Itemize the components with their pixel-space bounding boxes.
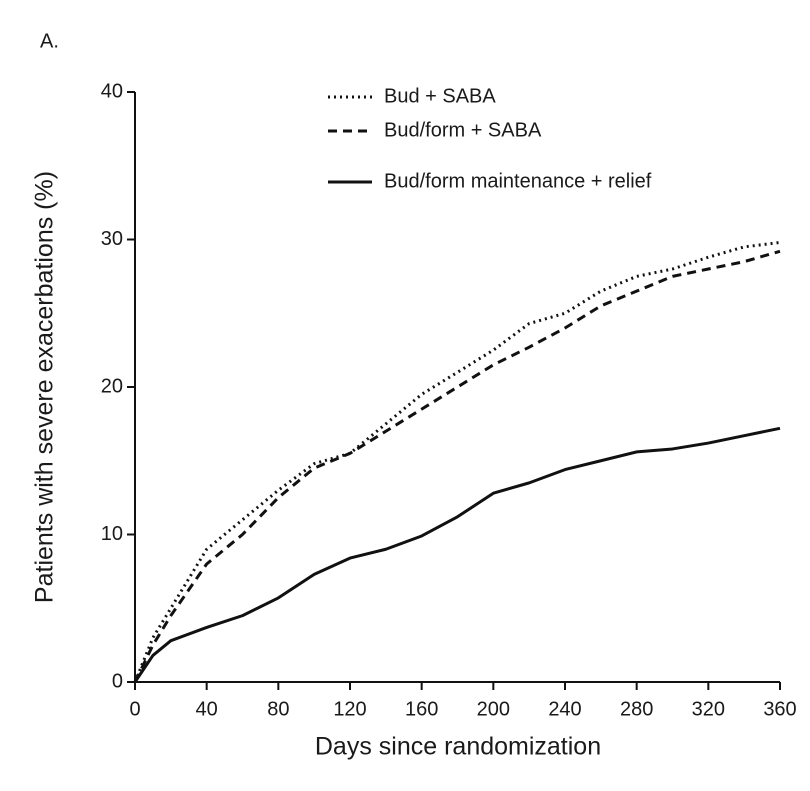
x-tick-label: 40 <box>196 698 218 720</box>
x-tick-label: 160 <box>405 698 438 720</box>
y-tick-label: 10 <box>101 523 123 545</box>
y-tick-label: 30 <box>101 228 123 250</box>
y-tick-label: 0 <box>112 670 123 692</box>
y-axis-label: Patients with severe exacerbations (%) <box>31 171 59 603</box>
x-tick-label: 280 <box>620 698 653 720</box>
panel-label: A. <box>40 30 59 52</box>
x-tick-label: 200 <box>477 698 510 720</box>
y-tick-label: 20 <box>101 375 123 397</box>
x-tick-label: 80 <box>267 698 289 720</box>
legend-text: Bud/form maintenance + relief <box>384 170 652 192</box>
legend-text: Bud/form + SABA <box>384 119 542 141</box>
x-tick-label: 320 <box>692 698 725 720</box>
legend-text: Bud + SABA <box>384 85 496 107</box>
x-axis-label: Days since randomization <box>315 733 601 761</box>
x-tick-label: 0 <box>129 698 140 720</box>
series-line <box>133 249 781 683</box>
x-tick-label: 120 <box>333 698 366 720</box>
x-tick-label: 360 <box>763 698 796 720</box>
series-line <box>133 426 781 683</box>
x-tick-label: 240 <box>548 698 581 720</box>
y-tick-label: 40 <box>101 80 123 102</box>
series-line <box>133 240 781 683</box>
